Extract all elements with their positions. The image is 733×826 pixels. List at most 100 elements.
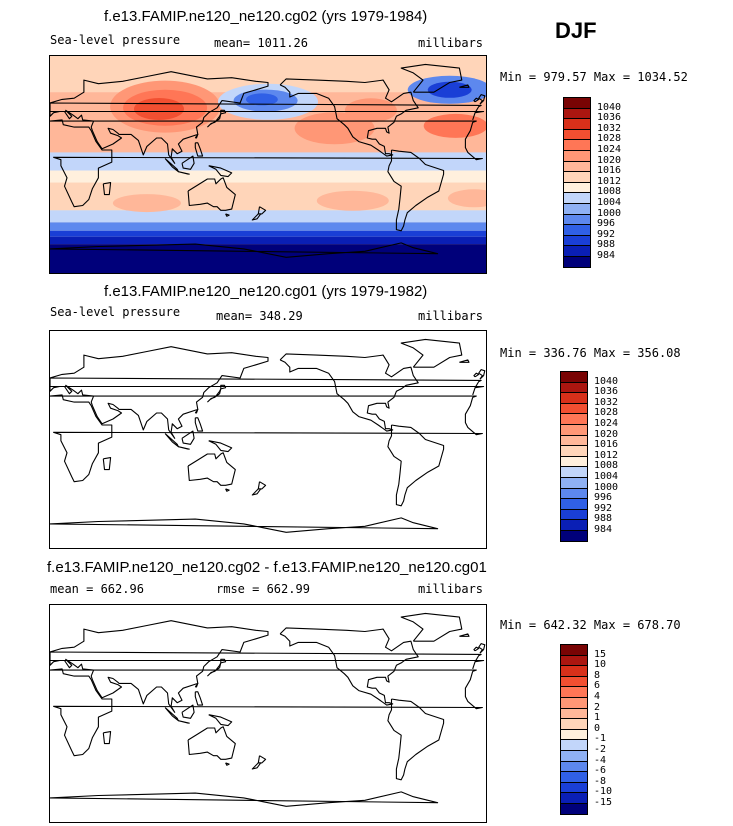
colorbar-tick-label: 1036: [597, 112, 622, 124]
coastline: [194, 682, 199, 688]
coastline: [400, 612, 463, 642]
colorbar-tick-label: 2: [594, 701, 601, 713]
north-american-high: [344, 98, 397, 123]
panel-2-mean-label: mean= 348.29: [216, 309, 303, 323]
colorbar-tick-label: 1000: [594, 481, 619, 493]
panel-1-minmax: Min = 979.57 Max = 1034.52: [500, 70, 688, 84]
coastline: [459, 84, 470, 88]
colorbar-tick-label: 984: [594, 524, 613, 535]
indian-ocean-high: [112, 194, 181, 213]
panel-3-rmse-label: rmse = 662.99: [216, 582, 310, 596]
colorbar-tick-label: 1: [594, 712, 601, 724]
coastline: [251, 213, 262, 221]
panel-1-units-label: millibars: [418, 36, 484, 50]
coastline: [207, 388, 222, 403]
siberian-high-peak: [134, 98, 184, 120]
colorbar-tick-label: 1032: [597, 122, 622, 134]
colorbar-swatch: [560, 803, 588, 815]
colorbar-tick-label: 1028: [594, 407, 619, 419]
equatorial-trough-band: [50, 152, 486, 171]
south-atlantic-high: [447, 189, 486, 208]
coastline: [194, 133, 199, 139]
coastline: [279, 78, 419, 157]
colorbar-tick-label: 0: [594, 722, 601, 734]
colorbar-tick-label: -1: [594, 733, 607, 745]
coastline: [208, 714, 233, 727]
colorbar-tick-label: -2: [594, 744, 607, 755]
coastline: [178, 446, 190, 450]
panel-1-map: [49, 55, 487, 274]
colorbar-tick-label: 1016: [594, 439, 619, 451]
coastline: [387, 149, 445, 232]
coastline: [225, 488, 230, 492]
coastline: [478, 643, 486, 654]
colorbar-tick-label: -6: [594, 765, 607, 777]
pacific-high: [294, 112, 375, 145]
southern-storm-band-2: [50, 230, 486, 237]
coastline: [478, 369, 486, 380]
colorbar-tick-label: 1036: [594, 386, 619, 398]
coastline: [459, 633, 470, 637]
coastline: [194, 691, 204, 706]
colorbar-tick-label: 1012: [597, 175, 622, 187]
panel-2-title: f.e13.FAMIP.ne120_ne120.cg01 (yrs 1979-1…: [104, 283, 428, 300]
coastline: [400, 63, 463, 93]
coastline: [50, 791, 439, 807]
map-svg: [50, 338, 486, 533]
coastline: [208, 165, 233, 178]
coastline: [50, 651, 485, 670]
colorbar-tick-label: 1008: [594, 460, 619, 472]
coastline: [251, 488, 262, 496]
colorbar-tick-label: 992: [594, 502, 613, 514]
colorbar-tick-label: 1024: [594, 418, 619, 429]
map-svg: [50, 612, 486, 807]
colorbar-tick-label: 8: [594, 669, 601, 681]
coastline: [225, 762, 230, 766]
colorbar-tick-label: 992: [597, 228, 616, 240]
southern-storm-band-3: [50, 236, 486, 244]
colorbar-tick-label: 10: [594, 659, 607, 671]
colorbar-tick-label: 1040: [597, 101, 622, 113]
coastline: [194, 417, 204, 432]
coastline: [387, 424, 445, 507]
coastline: [194, 142, 204, 157]
coastline: [400, 338, 463, 368]
colorbar-swatch: [563, 256, 591, 268]
coastline: [220, 658, 227, 664]
coastline: [102, 457, 112, 471]
colorbar-tick-label: 1004: [594, 471, 619, 482]
colorbar-tick-label: 1008: [597, 186, 622, 198]
panel-2-colorbar: 1040 1036 1032 1028 1024 1020 1016 1012 1008 1004…: [560, 371, 630, 543]
panel-1-mean-label: mean= 1011.26: [214, 36, 308, 50]
coastline: [473, 97, 480, 103]
coastline: [50, 377, 485, 396]
panel-3-units-label: millibars: [418, 582, 484, 596]
coastline: [181, 430, 195, 445]
southern-midlat-band: [50, 210, 486, 223]
colorbar-tick-label: 1020: [597, 154, 622, 166]
antarctic-low-band: [50, 244, 486, 273]
coastline: [473, 372, 480, 378]
coastline: [178, 720, 190, 724]
aleutian-low-peak: [245, 93, 278, 106]
coastline: [257, 755, 267, 764]
coastline: [50, 517, 439, 533]
coastline: [178, 171, 190, 175]
colorbar-tick-label: 996: [597, 218, 616, 230]
panel-1-variable-label: Sea-level pressure: [50, 33, 181, 47]
coastline: [50, 620, 269, 713]
coastline: [459, 359, 470, 363]
colorbar-tick-label: 1004: [597, 197, 622, 208]
coastline: [50, 346, 269, 439]
southern-storm-band-1: [50, 222, 486, 231]
icelandic-low-core: [427, 81, 472, 98]
panel-3-minmax: Min = 642.32 Max = 678.70: [500, 618, 681, 632]
coastline: [181, 704, 195, 719]
colorbar-tick-label: 988: [594, 513, 613, 525]
coastline: [387, 698, 445, 781]
coastline: [102, 731, 112, 745]
coastline: [50, 394, 483, 483]
coastline: [181, 155, 195, 170]
coastline: [50, 102, 485, 121]
panel-1-colorbar: 1040 1036 1032 1028 1024 1020 1016 1012 1008 1004…: [563, 97, 633, 269]
